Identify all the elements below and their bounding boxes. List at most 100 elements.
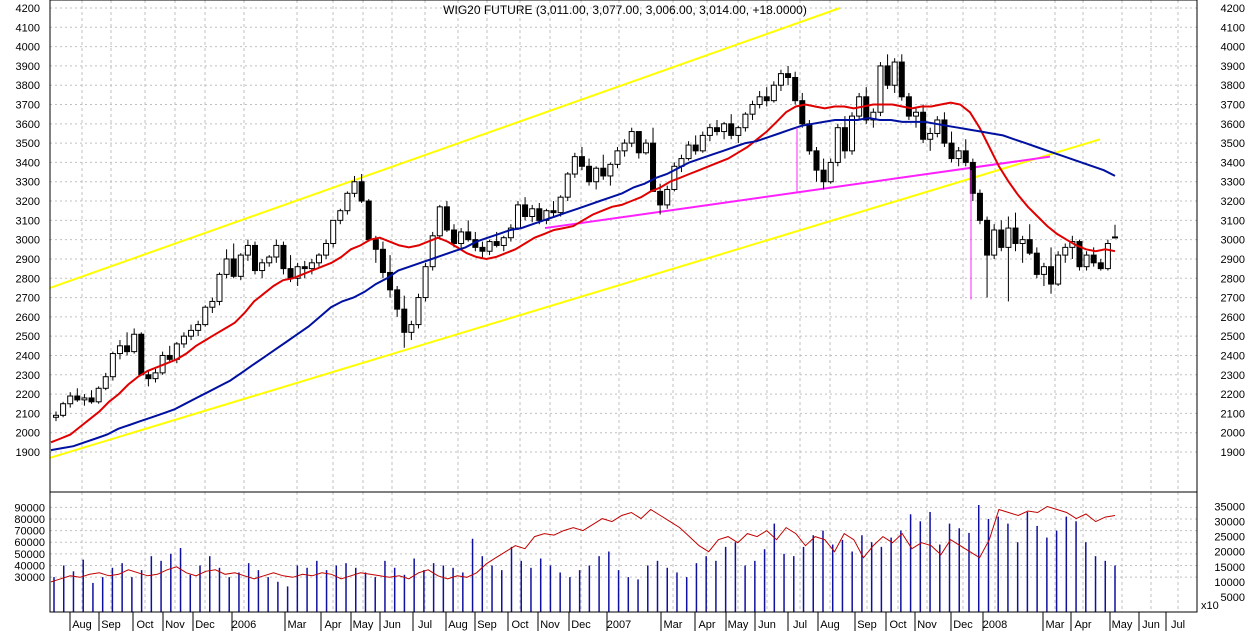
- candle-body: [294, 266, 301, 279]
- month-label: Jul: [418, 619, 432, 631]
- candle-body: [735, 127, 742, 136]
- candle-body: [998, 229, 1005, 248]
- candle-body: [401, 308, 408, 333]
- volume-tick-left: 50000: [14, 549, 45, 561]
- candle-body: [493, 241, 500, 246]
- price-tick-right: 2100: [1221, 408, 1245, 420]
- candle-body: [756, 96, 763, 106]
- candle-body: [976, 192, 983, 221]
- candle-body: [877, 65, 884, 113]
- month-label: Mar: [1046, 619, 1065, 631]
- price-tick-right: 3800: [1221, 80, 1245, 92]
- candle-body: [60, 403, 67, 416]
- price-tick-right: 3400: [1221, 157, 1245, 169]
- volume-tick-right: 25000: [1214, 532, 1245, 544]
- volume-tick-right: 30000: [1214, 517, 1245, 529]
- candle-body: [713, 127, 720, 133]
- candle-body: [884, 65, 891, 86]
- candle-body: [330, 219, 337, 245]
- volume-tick-right: 35000: [1214, 502, 1245, 514]
- price-tick-right: 4000: [1221, 42, 1245, 54]
- candle-body: [1048, 266, 1055, 285]
- price-tick-left: 3000: [16, 235, 40, 247]
- price-tick-left: 2500: [16, 331, 40, 343]
- candle-body: [308, 262, 315, 270]
- month-label: Apr: [1074, 619, 1091, 631]
- volume-tick-left: 90000: [14, 502, 45, 514]
- month-label: Mar: [288, 619, 307, 631]
- month-label: Jun: [758, 619, 776, 631]
- month-label: Jul: [1171, 619, 1185, 631]
- candle-body: [948, 142, 955, 160]
- candle-body: [408, 324, 415, 333]
- volume-tick-right: 15000: [1214, 562, 1245, 574]
- candle-body: [88, 397, 95, 403]
- candle-body: [920, 111, 927, 140]
- candle-body: [834, 127, 841, 163]
- chart-title: WIG20 FUTURE (3,011.00, 3,077.00, 3,006.…: [443, 3, 807, 17]
- price-tick-right: 2200: [1221, 389, 1245, 401]
- candle-body: [777, 73, 784, 86]
- month-label: Sep: [857, 619, 877, 631]
- month-label: May: [353, 619, 374, 631]
- candle-body: [202, 306, 209, 326]
- candle-body: [315, 254, 322, 264]
- month-label: Oct: [889, 619, 906, 631]
- month-label: Oct: [511, 619, 528, 631]
- candle-body: [763, 96, 770, 102]
- candle-body: [166, 354, 173, 360]
- candle-body: [102, 376, 109, 389]
- candle-body: [387, 271, 394, 291]
- candle-body: [692, 144, 699, 152]
- candle-body: [728, 123, 735, 136]
- month-label: Aug: [820, 619, 840, 631]
- moving-average-short: [50, 101, 1116, 444]
- candle-body: [699, 134, 706, 152]
- candle-body: [479, 246, 486, 252]
- candle-body: [671, 165, 678, 190]
- candle-body: [657, 190, 664, 206]
- candle-body: [230, 258, 237, 277]
- candle-body: [1112, 236, 1118, 239]
- candle-body: [706, 127, 713, 136]
- candle-body: [195, 324, 202, 331]
- candle-body: [550, 210, 557, 214]
- candle-body: [870, 111, 877, 121]
- price-tick-right: 3700: [1221, 100, 1245, 112]
- candle-body: [351, 181, 358, 194]
- price-tick-right: 3000: [1221, 235, 1245, 247]
- month-label: Dec: [953, 619, 973, 631]
- price-tick-left: 3100: [16, 215, 40, 227]
- candle-body: [53, 414, 59, 418]
- price-tick-right: 2900: [1221, 254, 1245, 266]
- candle-body: [912, 111, 919, 117]
- price-tick-left: 1900: [16, 447, 40, 459]
- candle-body: [451, 229, 458, 245]
- moving-averages: [50, 101, 1116, 452]
- month-label: Apr: [698, 619, 715, 631]
- month-label: Apr: [324, 619, 341, 631]
- candle-body: [841, 127, 848, 152]
- candle-body: [301, 266, 308, 270]
- candle-body: [216, 273, 223, 302]
- candle-body: [422, 266, 429, 299]
- month-label: Nov: [917, 619, 937, 631]
- price-tick-left: 2300: [16, 370, 40, 382]
- pattern-markers: [796, 127, 972, 300]
- candle-body: [74, 395, 81, 401]
- candle-body: [486, 241, 493, 252]
- price-tick-left: 3800: [16, 80, 40, 92]
- candle-body: [1012, 227, 1019, 245]
- candle-body: [813, 150, 820, 171]
- month-label: Jul: [793, 619, 807, 631]
- candle-body: [365, 200, 372, 241]
- candle-body: [614, 150, 621, 165]
- price-tick-right: 2800: [1221, 273, 1245, 285]
- candle-body: [820, 169, 827, 183]
- candle-body: [188, 329, 195, 337]
- price-tick-right: 2500: [1221, 331, 1245, 343]
- candle-body: [372, 239, 379, 250]
- candle-body: [955, 150, 962, 160]
